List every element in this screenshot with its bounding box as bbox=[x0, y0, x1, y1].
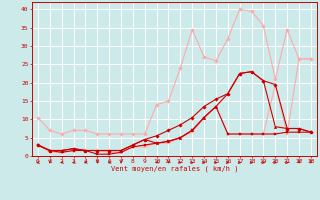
X-axis label: Vent moyen/en rafales ( km/h ): Vent moyen/en rafales ( km/h ) bbox=[111, 166, 238, 172]
